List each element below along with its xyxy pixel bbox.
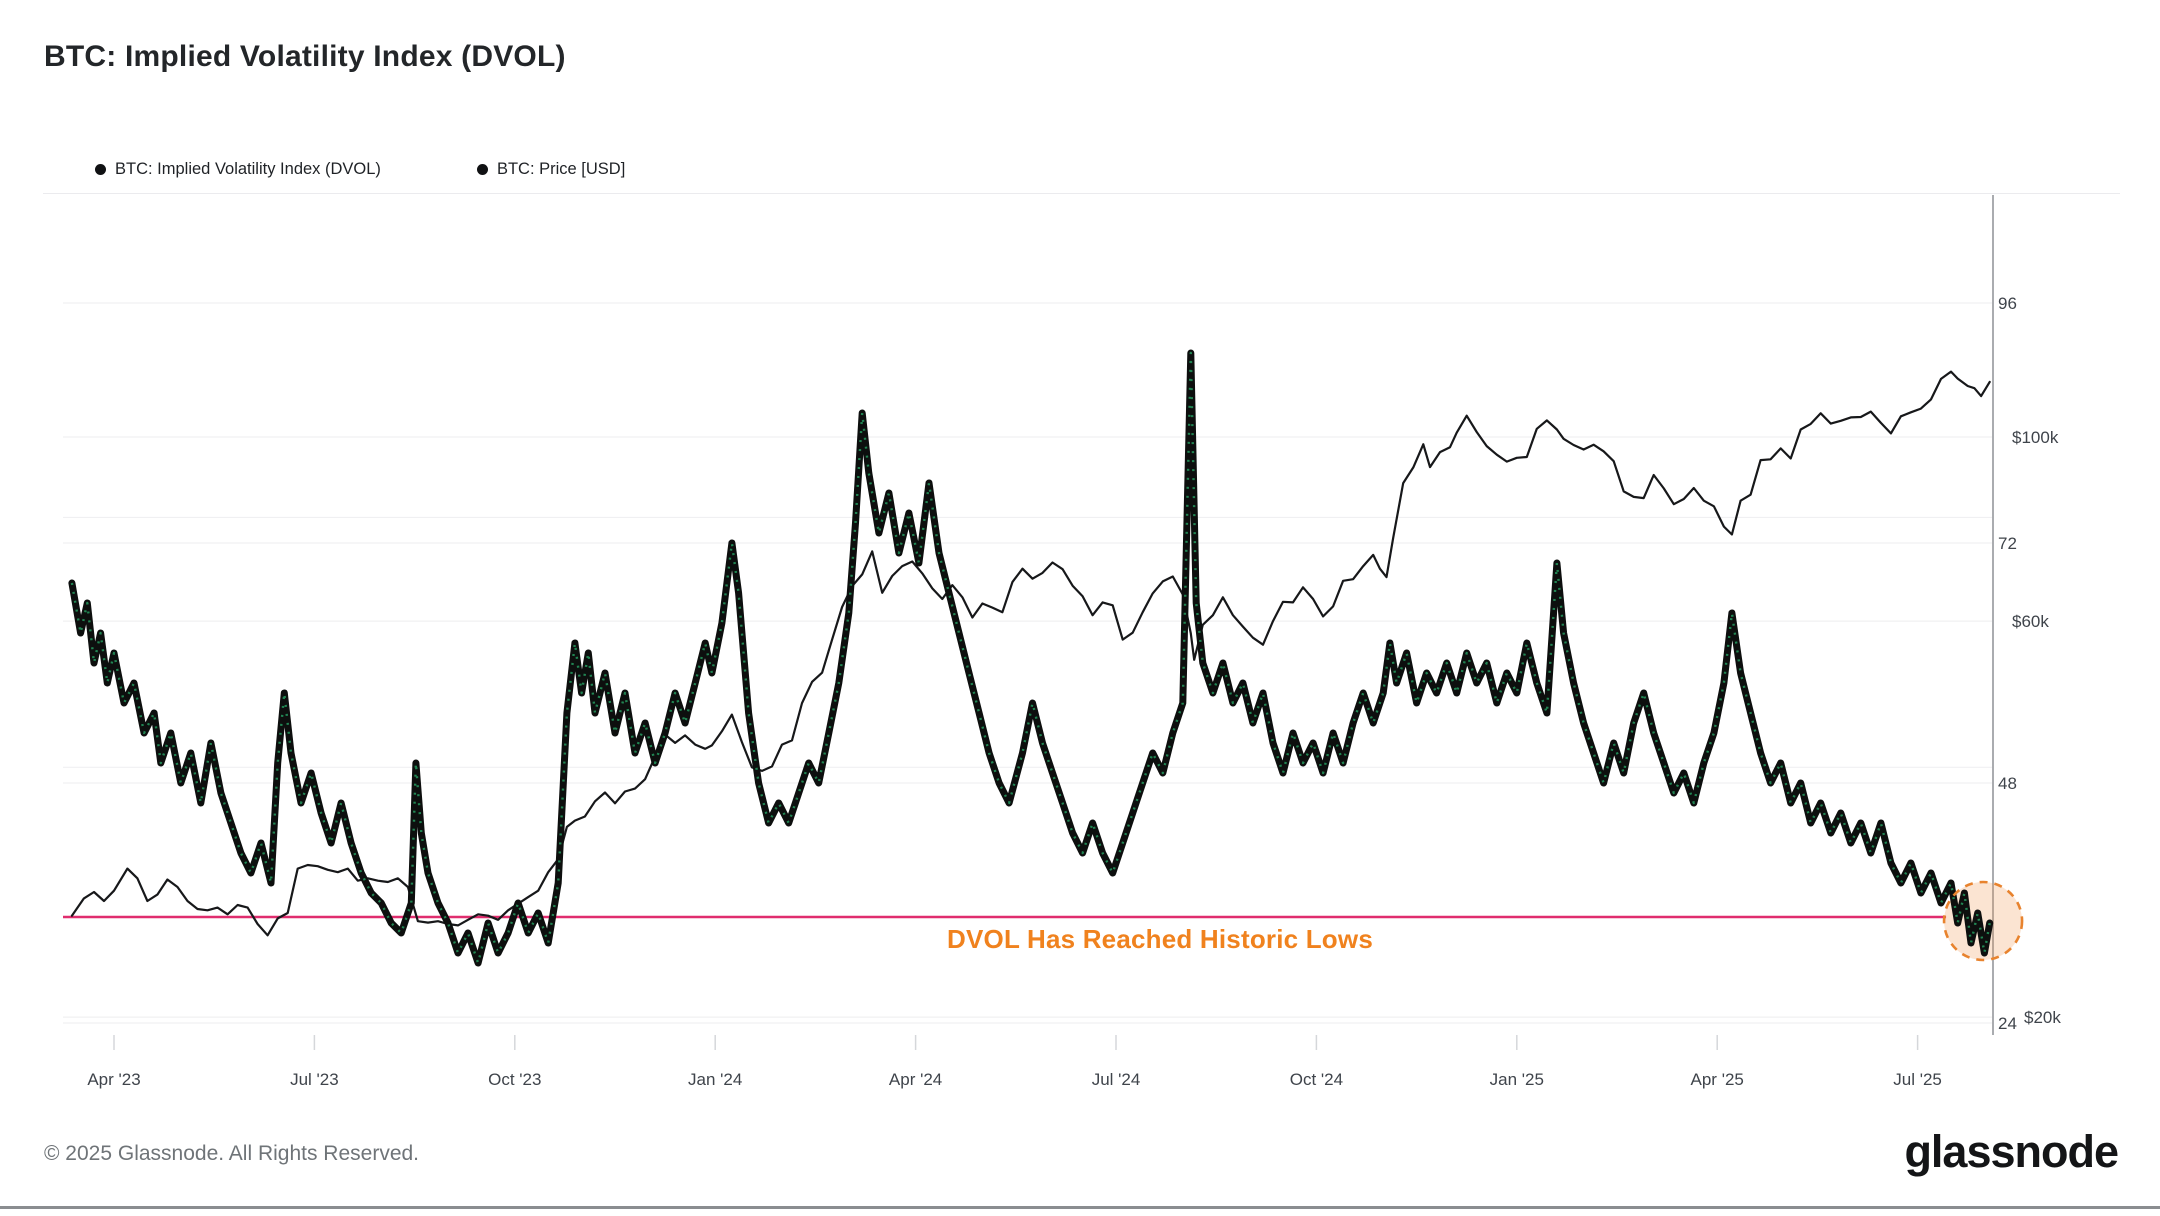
legend-item-dvol[interactable]: BTC: Implied Volatility Index (DVOL) [95,160,381,179]
x-tick-label: Oct '24 [1290,1070,1343,1089]
price-series [70,370,1991,937]
bottom-rule [0,1206,2160,1209]
x-tick-label: Apr '25 [1691,1070,1744,1089]
legend-divider [43,193,2120,194]
x-tick-label: Jul '25 [1893,1070,1942,1089]
y-tick-label-24: 24 [1998,1014,2017,1033]
legend-label-price: BTC: Price [USD] [496,160,626,178]
y-tick-label-100k: $100k [2012,428,2059,447]
x-axis: Apr '23 Jul '23 Oct '23 Jan '24 Apr '24 Jul '… [87,1035,1942,1089]
highlight-circle-border [1942,880,2024,962]
y-tick-label-48: 48 [1998,774,2017,793]
dvol-series-accent [70,351,1991,965]
x-tick-label: Jan '24 [688,1070,742,1089]
y-tick-label-72: 72 [1998,534,2017,553]
x-tick-label: Apr '23 [87,1070,140,1089]
x-tick-label: Jul '24 [1092,1070,1141,1089]
y-tick-label-20k: $20k [2024,1008,2061,1027]
historic-lows-annotation: DVOL Has Reached Historic Lows [947,924,1373,954]
legend-marker-dvol-icon [95,164,106,175]
page-title: BTC: Implied Volatility Index (DVOL) [44,40,566,73]
x-tick-label: Oct '23 [488,1070,541,1089]
y-tick-label-96: 96 [1998,294,2017,313]
x-tick-label: Apr '24 [889,1070,942,1089]
x-tick-label: Jan '25 [1490,1070,1544,1089]
chart-legend: BTC: Implied Volatility Index (DVOL) BTC… [95,160,625,179]
footer-copyright: © 2025 Glassnode. All Rights Reserved. [44,1142,420,1165]
legend-item-price[interactable]: BTC: Price [USD] [476,160,626,179]
y-tick-label-60k: $60k [2012,612,2049,631]
x-tick-label: Jul '23 [290,1070,339,1089]
glassnode-logo: glassnode [1904,1126,2119,1177]
legend-marker-price-icon [476,164,488,175]
y-axis-labels: 96 $100k 72 $60k 48 24 $20k [1998,294,2061,1033]
legend-label-dvol: BTC: Implied Volatility Index (DVOL) [115,160,381,178]
gridlines [63,302,1992,1024]
